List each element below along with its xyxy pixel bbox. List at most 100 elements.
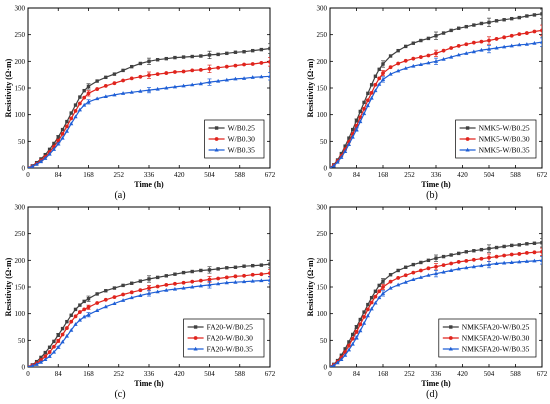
data-point — [120, 298, 126, 302]
data-point — [434, 264, 438, 269]
data-point — [449, 261, 454, 266]
data-point — [539, 258, 542, 262]
data-point — [138, 288, 143, 293]
data-point — [52, 339, 56, 344]
legend-swatch-marker — [465, 126, 470, 130]
data-point — [216, 276, 221, 281]
data-point — [225, 266, 229, 270]
data-point — [502, 44, 507, 49]
data-point — [347, 343, 351, 348]
data-point — [351, 332, 355, 337]
data-point — [509, 260, 514, 264]
data-point — [43, 152, 47, 157]
y-tick-label: 0 — [324, 364, 328, 372]
data-point — [525, 14, 529, 18]
data-point — [388, 71, 393, 76]
data-point — [418, 55, 423, 59]
data-point — [471, 264, 476, 269]
data-point — [441, 31, 446, 35]
data-point — [95, 308, 100, 312]
data-point — [418, 268, 423, 273]
legend-swatch-marker — [448, 336, 453, 340]
data-point — [486, 46, 492, 51]
data-point — [381, 62, 385, 66]
data-point — [86, 297, 91, 301]
data-point — [73, 314, 78, 319]
data-point — [339, 155, 344, 159]
data-point — [164, 56, 168, 61]
data-point — [433, 59, 439, 63]
data-point — [233, 280, 238, 284]
data-point — [190, 284, 195, 289]
data-point — [130, 281, 134, 285]
data-point — [346, 347, 352, 352]
x-tick-label: 336 — [144, 370, 155, 378]
data-point — [426, 258, 431, 263]
x-tick-label: 420 — [174, 171, 185, 179]
data-point — [434, 256, 438, 260]
legend-swatch-marker — [465, 147, 470, 152]
data-point — [28, 165, 30, 168]
data-point — [43, 156, 48, 160]
data-point — [56, 345, 61, 349]
x-axis-label: Time (h) — [134, 379, 164, 388]
x-tick-label: 168 — [83, 370, 94, 378]
data-point — [441, 48, 446, 53]
data-point — [267, 277, 270, 282]
data-point — [351, 127, 355, 132]
data-point — [388, 285, 393, 290]
data-point — [86, 84, 91, 89]
data-point — [358, 119, 363, 124]
y-tick-label: 300 — [15, 204, 26, 212]
data-point — [479, 47, 484, 52]
data-point — [207, 66, 212, 71]
x-tick-label: 0 — [328, 370, 332, 378]
data-point — [242, 264, 246, 268]
data-point — [539, 39, 542, 44]
x-axis-label: Time (h) — [134, 180, 164, 189]
data-point — [396, 282, 401, 287]
data-point — [224, 280, 229, 285]
data-point — [28, 364, 30, 367]
data-point — [509, 43, 514, 48]
data-point — [404, 265, 408, 269]
data-point — [426, 36, 431, 41]
data-point — [250, 75, 255, 79]
data-point — [198, 283, 203, 288]
x-tick-label: 84 — [55, 370, 63, 378]
data-point — [233, 274, 238, 279]
data-point — [112, 295, 117, 300]
data-point — [532, 258, 537, 263]
data-point — [403, 280, 408, 284]
data-point — [56, 333, 60, 337]
data-point — [250, 278, 255, 283]
data-point — [120, 91, 126, 95]
data-point — [56, 135, 60, 139]
data-point — [198, 81, 203, 86]
data-point — [172, 84, 178, 89]
data-point — [426, 60, 431, 65]
data-point — [112, 81, 117, 86]
chart-panel-d: 0 50 100 150 200 250 300 0 84 168 252 336 420 504 588 6… — [306, 204, 548, 401]
data-point — [173, 281, 177, 286]
x-tick-label: 420 — [174, 370, 185, 378]
legend: NMK5FA20-W/B0.25 NMK5FA20-W/B0.30 NMK5FA20… — [438, 318, 537, 358]
legend-swatch-marker — [465, 137, 470, 141]
data-point — [449, 28, 453, 33]
data-point — [56, 141, 61, 146]
data-point — [190, 269, 194, 274]
data-point — [502, 35, 507, 40]
data-point — [38, 159, 44, 164]
data-point — [487, 20, 491, 25]
data-point — [147, 59, 151, 64]
data-point — [343, 353, 348, 357]
data-point — [343, 347, 347, 351]
data-point — [472, 23, 476, 27]
data-point — [479, 256, 484, 261]
data-point — [164, 274, 168, 278]
data-point — [365, 103, 370, 108]
data-point — [172, 286, 178, 291]
y-axis-label: Resistivity (Ω·m) — [306, 257, 315, 316]
data-point — [155, 86, 160, 91]
data-point — [464, 42, 469, 47]
